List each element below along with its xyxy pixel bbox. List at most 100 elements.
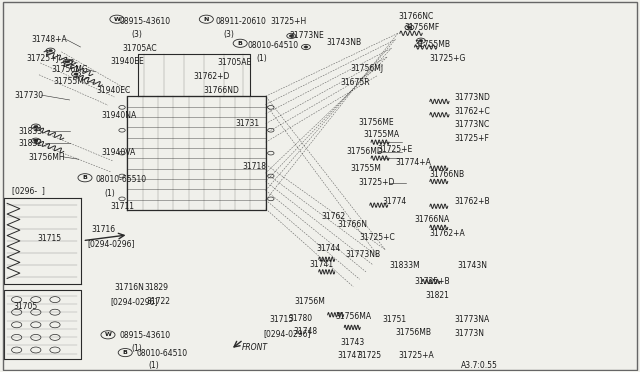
Circle shape (289, 35, 293, 37)
Text: 31725+D: 31725+D (358, 179, 395, 187)
Text: 31762+B: 31762+B (454, 197, 490, 206)
Text: 31725+J: 31725+J (26, 54, 59, 62)
Text: 31716N: 31716N (115, 283, 144, 292)
Text: 31756MH: 31756MH (29, 153, 65, 161)
Text: 31755MB: 31755MB (415, 40, 451, 49)
Text: 31711: 31711 (111, 202, 134, 211)
Text: W: W (104, 332, 111, 337)
Text: 31756MD: 31756MD (347, 147, 383, 156)
Circle shape (74, 73, 78, 75)
Text: (1): (1) (149, 361, 159, 370)
Text: N: N (204, 17, 209, 22)
Text: 31741: 31741 (310, 260, 334, 269)
Text: (1): (1) (104, 189, 115, 198)
Text: 31780: 31780 (288, 314, 312, 323)
Text: [0294-0296]: [0294-0296] (87, 239, 134, 248)
Text: 31766NB: 31766NB (430, 170, 465, 179)
Text: 31940VA: 31940VA (102, 148, 136, 157)
Text: W: W (113, 17, 120, 22)
Text: 31725+A: 31725+A (398, 351, 434, 360)
Text: 31743NB: 31743NB (326, 38, 362, 46)
Text: 31731: 31731 (236, 119, 260, 128)
Text: 31940EC: 31940EC (97, 86, 131, 95)
Text: 31743N: 31743N (458, 261, 487, 270)
Text: 08010-65510: 08010-65510 (95, 175, 147, 184)
Text: 31774: 31774 (383, 197, 407, 206)
Text: 31725+B: 31725+B (415, 277, 450, 286)
Text: 31748: 31748 (293, 327, 317, 336)
Text: 31773N: 31773N (454, 329, 484, 338)
Circle shape (34, 125, 38, 128)
Circle shape (304, 46, 308, 48)
Text: [0294-0296]: [0294-0296] (111, 297, 158, 306)
Text: 31774+A: 31774+A (396, 158, 431, 167)
Text: 31762+D: 31762+D (193, 72, 230, 81)
Text: 31705AE: 31705AE (218, 58, 252, 67)
Text: 31773ND: 31773ND (454, 93, 490, 102)
Text: 31748+A: 31748+A (31, 35, 67, 44)
Text: 31756ME: 31756ME (358, 118, 394, 127)
Text: 31756MF: 31756MF (404, 23, 440, 32)
Text: B: B (123, 350, 127, 355)
Text: 31747: 31747 (338, 351, 362, 360)
Text: 31718: 31718 (242, 162, 266, 171)
Text: A3.7:0.55: A3.7:0.55 (461, 361, 497, 370)
Text: 08010-64510: 08010-64510 (137, 349, 188, 358)
Text: 31744: 31744 (316, 244, 340, 253)
Text: B: B (83, 175, 88, 180)
Text: 31756MA: 31756MA (335, 312, 371, 321)
Text: 31755MA: 31755MA (364, 130, 399, 139)
Text: 31725+G: 31725+G (430, 54, 466, 62)
Text: 31725+H: 31725+H (270, 17, 307, 26)
Text: FRONT: FRONT (242, 343, 268, 352)
Text: 31766NC: 31766NC (398, 12, 433, 21)
Text: 31762: 31762 (321, 212, 346, 221)
Text: [0296-  ]: [0296- ] (12, 186, 45, 195)
Text: 317730: 317730 (15, 91, 44, 100)
Text: 31756MJ: 31756MJ (351, 64, 384, 73)
Text: 31722: 31722 (147, 297, 170, 306)
Text: 31743: 31743 (340, 338, 365, 347)
Text: 31755M: 31755M (351, 164, 381, 173)
Text: 31766N: 31766N (338, 220, 368, 229)
Text: B: B (237, 41, 243, 46)
Text: 31821: 31821 (426, 291, 449, 300)
Text: 31773NE: 31773NE (289, 31, 324, 41)
Text: 31755MC: 31755MC (53, 77, 89, 86)
Text: [0294-0296]: [0294-0296] (264, 329, 311, 338)
Text: 31751: 31751 (383, 315, 406, 324)
Text: 31940NA: 31940NA (102, 111, 137, 120)
Text: 31773NC: 31773NC (454, 120, 490, 129)
Text: 31773NA: 31773NA (454, 315, 490, 324)
Text: (3): (3) (132, 29, 143, 39)
Text: (1): (1) (256, 54, 267, 62)
Text: 31762+A: 31762+A (430, 229, 465, 238)
Text: 31675R: 31675R (340, 78, 370, 87)
Text: 31705: 31705 (13, 302, 38, 311)
Text: 31940EE: 31940EE (111, 57, 144, 66)
Text: 31715: 31715 (38, 234, 62, 243)
Text: 31716: 31716 (92, 225, 115, 234)
Text: (1): (1) (132, 344, 142, 353)
Text: 31725+E: 31725+E (378, 145, 413, 154)
Text: 31829: 31829 (145, 283, 168, 292)
Circle shape (408, 26, 412, 29)
Text: 31766NA: 31766NA (415, 215, 450, 224)
Text: 31725: 31725 (357, 351, 381, 360)
Text: 31773NB: 31773NB (346, 250, 381, 259)
Text: 31756MG: 31756MG (52, 65, 88, 74)
Text: 31833: 31833 (19, 126, 43, 135)
Circle shape (66, 61, 70, 63)
Text: 08010-64510: 08010-64510 (247, 41, 298, 50)
Text: 31756MB: 31756MB (396, 328, 431, 337)
Text: 31705AC: 31705AC (122, 44, 157, 52)
Text: 31832: 31832 (19, 139, 43, 148)
Text: 31725+F: 31725+F (454, 134, 489, 143)
Text: 31715: 31715 (269, 315, 293, 324)
Text: 31762+C: 31762+C (454, 106, 490, 116)
Text: (3): (3) (223, 29, 234, 39)
Text: 08915-43610: 08915-43610 (120, 331, 171, 340)
Circle shape (419, 39, 423, 42)
Circle shape (49, 49, 52, 52)
Text: 31756M: 31756M (294, 297, 325, 306)
